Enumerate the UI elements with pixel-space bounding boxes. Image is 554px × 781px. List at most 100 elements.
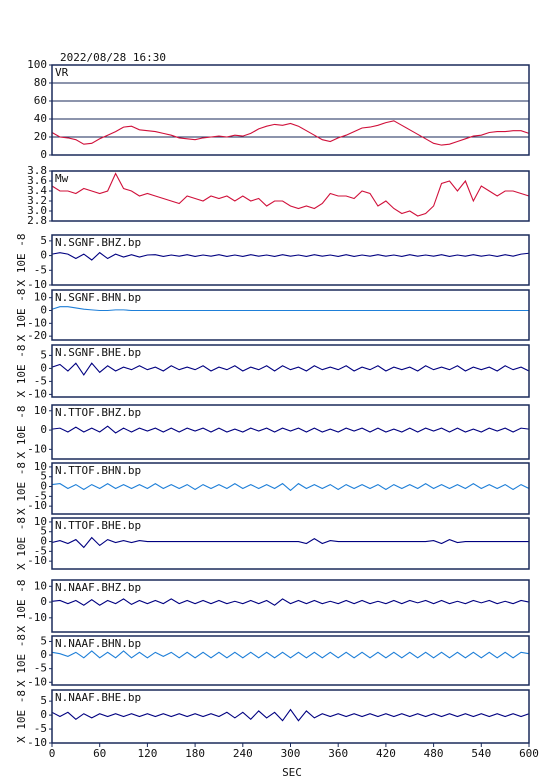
panel	[52, 580, 529, 632]
trace	[51, 536, 529, 549]
panel	[52, 345, 529, 397]
y-tick-label: -10	[27, 278, 47, 291]
y-tick-label: 3.2	[27, 194, 47, 207]
y-tick-label: -10	[27, 442, 47, 455]
y-tick-label: -5	[34, 544, 47, 557]
y-tick-label: -10	[27, 316, 47, 329]
y-tick-label: 10	[34, 515, 47, 528]
y-tick-label: 10	[34, 291, 47, 304]
y-tick-label: 5	[40, 470, 47, 483]
y-tick-label: -5	[34, 374, 47, 387]
y-tick-label: -5	[34, 722, 47, 735]
y-axis-label: X 10E -8	[15, 345, 28, 398]
y-axis-label: X 10E -8	[15, 580, 28, 633]
x-tick-label: 240	[233, 747, 253, 760]
y-tick-label: -20	[27, 329, 47, 342]
x-tick-label: 0	[49, 747, 56, 760]
y-tick-label: -10	[27, 736, 47, 749]
x-tick-label: 600	[519, 747, 539, 760]
panel-frame	[51, 517, 530, 570]
y-tick-label: -10	[27, 499, 47, 512]
y-tick-label: 5	[40, 525, 47, 538]
x-tick-label: 360	[328, 747, 348, 760]
trace	[51, 650, 530, 659]
y-tick-label: 5	[40, 234, 47, 247]
panel-label: VR	[55, 66, 69, 79]
y-tick-label: 0	[40, 480, 47, 493]
y-tick-label: 10	[34, 460, 47, 473]
y-tick-label: 0	[40, 595, 47, 608]
y-tick-label: 3.0	[27, 204, 47, 217]
panel-label: N.TTOF.BHN.bp	[55, 464, 141, 477]
y-tick-label: 60	[34, 94, 47, 107]
y-tick-label: -5	[34, 489, 47, 502]
trace	[51, 306, 529, 312]
y-tick-label: -5	[34, 263, 47, 276]
x-tick-label: 300	[281, 747, 301, 760]
panel-frame	[51, 579, 530, 633]
x-tick-label: 120	[137, 747, 157, 760]
x-axis-label: SEC	[282, 766, 302, 779]
y-tick-label: 0	[40, 249, 47, 262]
y-tick-label: 3.6	[27, 174, 47, 187]
y-axis-label: X 10E -8	[15, 690, 28, 743]
trace	[51, 172, 530, 217]
y-tick-label: 10	[34, 404, 47, 417]
y-tick-label: 5	[40, 694, 47, 707]
panel-frame	[51, 170, 530, 222]
panel-label: N.NAAF.BHZ.bp	[55, 581, 141, 594]
x-tick-label: 420	[376, 747, 396, 760]
panel	[52, 290, 529, 340]
y-tick-label: 0	[40, 648, 47, 661]
y-axis-label: X 10E -8	[15, 462, 28, 515]
y-tick-label: 5	[40, 634, 47, 647]
panel	[52, 65, 529, 155]
trace	[51, 482, 530, 492]
y-tick-label: -5	[34, 662, 47, 675]
panel	[52, 690, 529, 743]
panel-label: N.SGNF.BHN.bp	[55, 291, 141, 304]
trace	[51, 708, 530, 722]
panel-label: N.SGNF.BHE.bp	[55, 346, 141, 359]
x-tick-label: 60	[93, 747, 106, 760]
panel-label: N.TTOF.BHZ.bp	[55, 406, 141, 419]
y-tick-label: 0	[40, 708, 47, 721]
x-tick-label: 480	[424, 747, 444, 760]
panel-frame	[51, 404, 530, 460]
y-tick-label: -10	[27, 611, 47, 624]
y-tick-label: 80	[34, 76, 47, 89]
y-tick-label: 10	[34, 579, 47, 592]
y-tick-label: -10	[27, 554, 47, 567]
y-tick-label: 100	[27, 58, 47, 71]
panel-label: Mw	[55, 172, 69, 185]
trace	[51, 120, 530, 146]
panel-frame	[51, 64, 530, 156]
y-tick-label: 3.4	[27, 184, 47, 197]
trace	[51, 251, 530, 261]
panel-label: N.NAAF.BHN.bp	[55, 637, 141, 650]
y-axis-label: X 10E -8	[15, 517, 28, 570]
panel-frame	[51, 344, 530, 398]
y-tick-label: 0	[40, 304, 47, 317]
y-tick-label: -10	[27, 675, 47, 688]
y-tick-label: 40	[34, 112, 47, 125]
y-tick-label: 3.8	[27, 164, 47, 177]
y-axis-label: X 10E -8	[15, 289, 28, 342]
panel	[52, 171, 529, 221]
x-tick-label: 180	[185, 747, 205, 760]
y-tick-label: 0	[40, 423, 47, 436]
y-tick-label: 0	[40, 535, 47, 548]
y-tick-label: 2.8	[27, 214, 47, 227]
panel	[52, 636, 529, 685]
panel-frame	[51, 635, 530, 686]
trace	[51, 598, 530, 606]
y-tick-label: 0	[40, 361, 47, 374]
panel-label: N.SGNF.BHZ.bp	[55, 236, 141, 249]
panel-frame	[51, 289, 530, 341]
y-axis-label: X 10E -8	[15, 634, 28, 687]
trace	[51, 425, 530, 434]
panel-label: N.NAAF.BHE.bp	[55, 691, 141, 704]
y-tick-label: -10	[27, 387, 47, 400]
y-tick-label: 20	[34, 130, 47, 143]
